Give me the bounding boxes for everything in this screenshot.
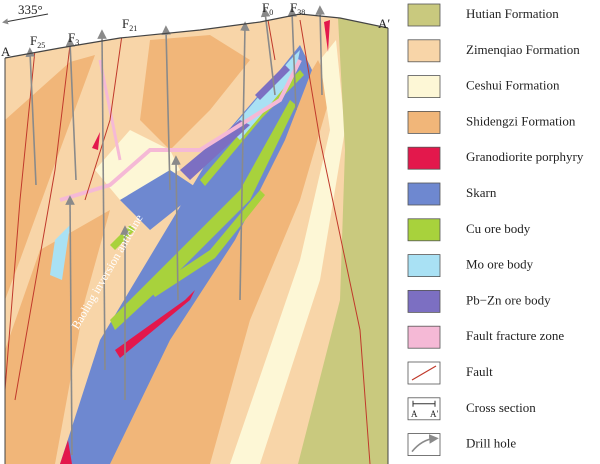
cu-ore-body	[150, 190, 265, 297]
legend-section-end: A′	[430, 409, 438, 419]
legend-label: Cu ore body	[466, 221, 531, 236]
mo-ore-body	[50, 225, 70, 280]
drill-hole	[65, 37, 77, 181]
legend-swatch	[407, 3, 441, 27]
legend-label: Mo ore body	[466, 257, 534, 272]
legend-label: Drill hole	[466, 436, 516, 451]
fault-line	[84, 34, 123, 201]
legend-swatch	[407, 146, 441, 170]
section-start: A	[1, 44, 11, 59]
orientation-arrow	[2, 13, 49, 25]
drill-hole	[315, 5, 325, 96]
hutian-layer	[298, 18, 388, 464]
legend-swatch	[407, 254, 441, 278]
legend-label: Granodiorite porphyry	[466, 149, 584, 164]
legend-swatch	[407, 39, 441, 63]
fault-fracture-zone	[98, 59, 122, 161]
legend-label: Ceshui Formation	[466, 78, 560, 93]
drill-hole	[65, 195, 75, 456]
drill-hole	[260, 7, 276, 96]
legend-label: Skarn	[466, 185, 497, 200]
fault-label: F3	[68, 30, 79, 47]
legend-label: Zimenqiao Formation	[466, 42, 580, 57]
fault-line	[5, 49, 36, 391]
legend-section-end: A	[411, 409, 418, 419]
granodiorite-porphyry	[324, 20, 330, 52]
orientation: 335°	[18, 2, 43, 17]
legend-swatch	[407, 75, 441, 98]
topography	[4, 13, 389, 59]
drill-hole	[287, 7, 297, 111]
legend-swatch	[407, 111, 441, 134]
pb-zn-ore-body	[180, 120, 250, 180]
legend-swatch	[407, 433, 441, 457]
legend-label: Pb−Zn ore body	[466, 292, 551, 307]
legend-swatch	[407, 182, 441, 206]
drill-hole	[161, 25, 171, 191]
drill-hole	[239, 21, 250, 301]
drill-hole	[25, 47, 37, 186]
cross-section	[5, 14, 388, 464]
fault-line	[267, 19, 276, 61]
fault-label: F21	[122, 16, 137, 33]
shidengzi-layer	[5, 55, 95, 300]
shidengzi-layer	[5, 210, 110, 464]
pb-zn-ore-body	[255, 65, 290, 100]
fault-line	[299, 19, 371, 464]
section-end: A′	[378, 16, 390, 31]
fault-line	[14, 44, 71, 401]
ceshui-layer	[230, 40, 345, 464]
granodiorite-porphyry	[92, 132, 100, 150]
fault-label: F25	[30, 33, 45, 50]
skarn-body	[120, 170, 200, 230]
legend-label: Hutian Formation	[466, 6, 559, 21]
granodiorite-porphyry	[60, 440, 72, 464]
legend-fault-symbol	[411, 365, 437, 381]
legend-swatch	[407, 289, 441, 313]
legend-label: Fault	[466, 364, 493, 379]
legend-label: Fault fracture zone	[466, 328, 564, 343]
drill-hole	[97, 29, 107, 371]
fault-fracture-zone	[59, 59, 302, 202]
section-frame	[4, 28, 389, 464]
legend-swatch	[407, 218, 441, 242]
granodiorite-porphyry	[115, 290, 195, 358]
fault-label: F38	[290, 0, 305, 17]
legend-drill-symbol	[411, 434, 439, 453]
cu-ore-body	[110, 100, 296, 330]
legend-label: Cross section	[466, 400, 536, 415]
legend-label: Shidengzi Formation	[466, 113, 576, 128]
legend-swatch	[407, 325, 441, 349]
drill-holes	[25, 5, 325, 456]
legend: Hutian Formation Zimenqiao Formation Ceshu…	[407, 3, 584, 457]
legend-section-symbol	[412, 400, 436, 407]
fault-label: F0	[262, 0, 273, 17]
drill-hole	[171, 155, 181, 301]
